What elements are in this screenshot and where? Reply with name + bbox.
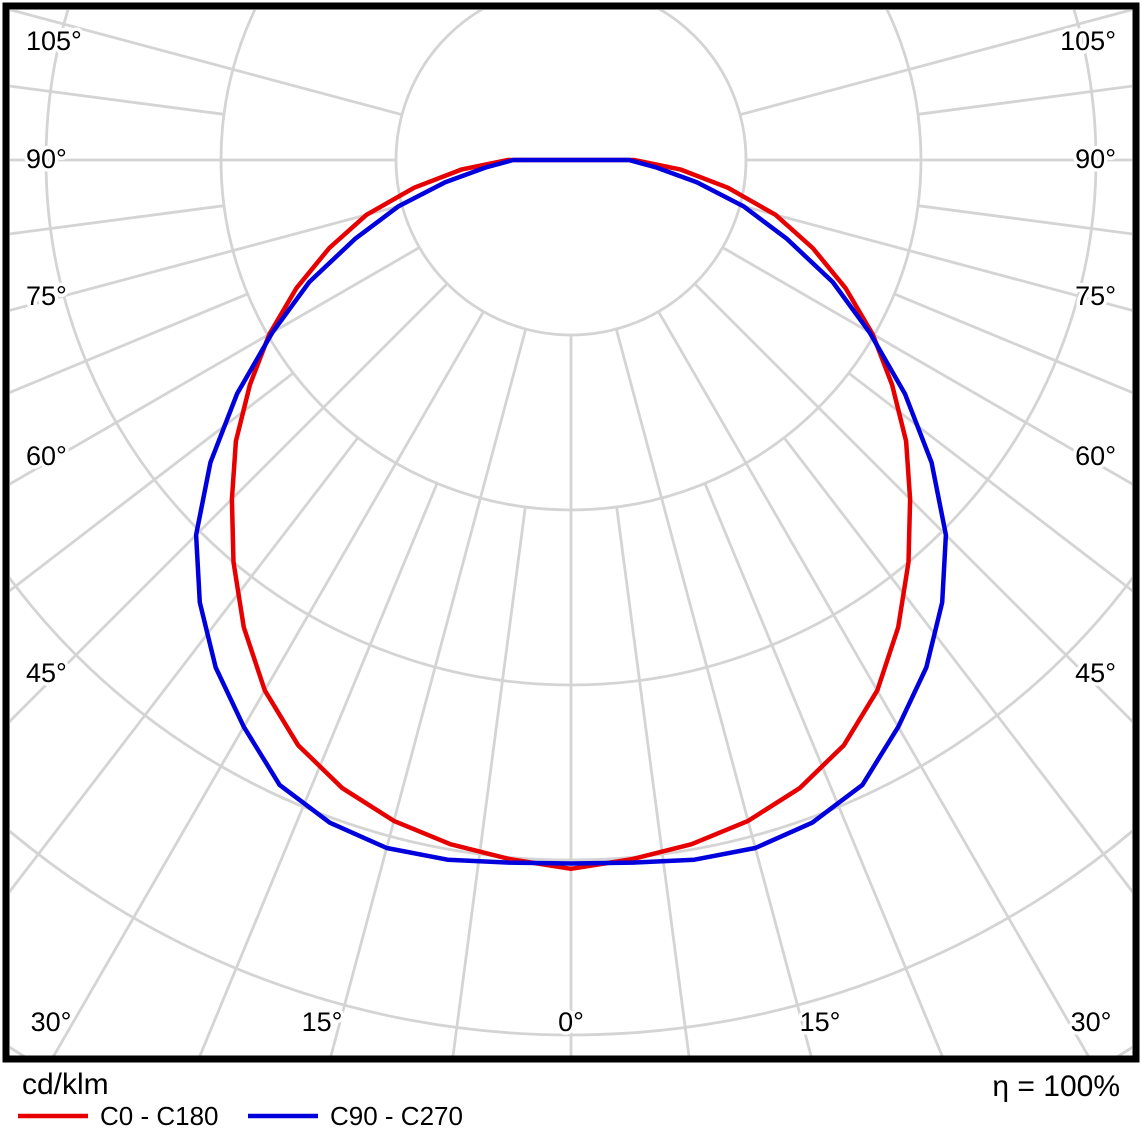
angle-label: 45°: [1075, 658, 1116, 688]
angle-label: 30°: [1071, 1007, 1112, 1037]
angle-label: 105°: [1060, 26, 1116, 56]
efficiency-label: η = 100%: [992, 1070, 1120, 1103]
legend-label-c0-c180: C0 - C180: [100, 1101, 219, 1131]
angle-label: 75°: [26, 281, 67, 311]
angle-label: 15°: [302, 1007, 343, 1037]
angle-label: 15°: [800, 1007, 841, 1037]
angle-label: 60°: [26, 441, 67, 471]
angle-label: 0°: [558, 1007, 584, 1037]
angle-label: 60°: [1075, 441, 1116, 471]
legend-label-c90-c270: C90 - C270: [330, 1101, 463, 1131]
angle-label: 105°: [26, 26, 82, 56]
angle-label: 30°: [31, 1007, 72, 1037]
angle-label: 90°: [26, 144, 67, 174]
units-label: cd/klm: [22, 1068, 109, 1101]
angle-label: 45°: [26, 658, 67, 688]
angle-label: 90°: [1075, 144, 1116, 174]
angle-label: 75°: [1075, 281, 1116, 311]
